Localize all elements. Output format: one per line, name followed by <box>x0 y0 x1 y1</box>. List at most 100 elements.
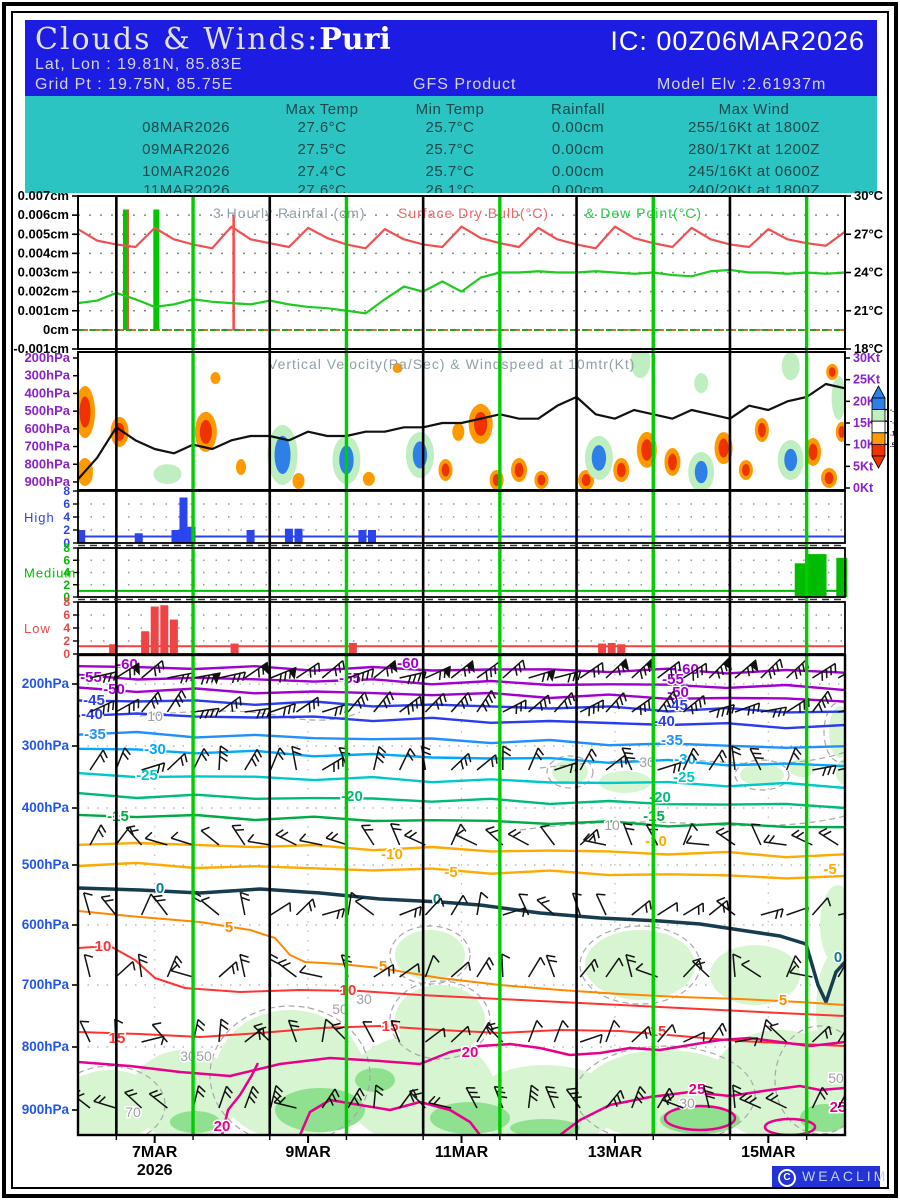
svg-text:200hPa: 200hPa <box>22 676 70 691</box>
initial-condition-label: IC: 00Z06MAR2026 <box>610 26 865 56</box>
svg-text:.5: .5 <box>890 442 896 449</box>
table-header: Max Temp <box>285 101 359 118</box>
winds-panel: 200hPa 300hPa 400hPa 500hPa 600hPa 700hPa 800h… <box>22 655 845 1135</box>
event-bar <box>153 209 160 330</box>
svg-text:0: 0 <box>63 647 70 661</box>
svg-text:900hPa: 900hPa <box>24 474 70 489</box>
table-cell: 27.5°C <box>297 141 347 158</box>
cloud-bar <box>358 530 367 543</box>
cloud-bar <box>598 643 607 654</box>
svg-text:400hPa: 400hPa <box>24 385 70 400</box>
svg-text:-25: -25 <box>136 767 158 784</box>
svg-text:27°C: 27°C <box>854 226 884 241</box>
svg-text:Low: Low <box>24 621 51 636</box>
table-cell: 0.00cm <box>551 182 605 193</box>
cloud-bar <box>77 530 86 543</box>
temp-contour--15 <box>78 813 845 829</box>
svg-text:-60: -60 <box>116 656 138 673</box>
svg-text:800hPa: 800hPa <box>24 456 70 471</box>
event-bar <box>232 215 235 330</box>
svg-text:8: 8 <box>63 541 70 555</box>
svg-text:0.007cm: 0.007cm <box>18 188 69 203</box>
cloud-bar <box>230 643 239 654</box>
cloud-bar <box>294 528 303 543</box>
cloud-bar <box>794 563 806 597</box>
svg-text:-5: -5 <box>444 864 457 881</box>
svg-text:2: 2 <box>63 634 70 648</box>
table-cell: 11MAR2026 <box>143 182 230 193</box>
svg-text:50: 50 <box>828 1070 844 1086</box>
table-header: Max Wind <box>718 101 790 118</box>
rain-temp-panel: 0.007cm 0.006cm 0.005cm 0.004cm 0.003cm 0.002… <box>13 188 883 356</box>
cloud-bar <box>109 644 118 654</box>
svg-text:-40: -40 <box>81 706 103 723</box>
temp-contour--20 <box>78 791 845 810</box>
table-cell: 280/17Kt at 1200Z <box>688 141 820 158</box>
dew-point-curve <box>78 268 845 315</box>
svg-text:-50: -50 <box>103 681 125 698</box>
svg-text:-.1: -.1 <box>890 419 898 426</box>
svg-text:-35: -35 <box>84 726 106 743</box>
svg-text:2026: 2026 <box>137 1162 173 1179</box>
svg-text:25Kt: 25Kt <box>853 373 881 387</box>
table-cell: 09MAR2026 <box>142 141 230 158</box>
cloud-bar <box>805 554 817 597</box>
svg-text:-55: -55 <box>662 671 684 688</box>
svg-text:Surface Dry Bulb(°C): Surface Dry Bulb(°C) <box>398 205 549 221</box>
svg-text:0.002cm: 0.002cm <box>18 284 69 299</box>
svg-text:0Kt: 0Kt <box>853 481 874 495</box>
temp-contour--25 <box>78 771 845 790</box>
svg-text:0.005cm: 0.005cm <box>18 226 69 241</box>
svg-text:600hPa: 600hPa <box>22 917 70 932</box>
location-label: Puri <box>319 22 391 57</box>
svg-text:700hPa: 700hPa <box>24 439 70 454</box>
cloud-bar <box>141 631 150 654</box>
svg-text:-60: -60 <box>397 655 419 672</box>
svg-text:500hPa: 500hPa <box>22 857 70 872</box>
header-title-row: Clouds & Winds:Puri IC: 00Z06MAR2026 <box>35 22 867 58</box>
table-cell: 255/16Kt at 1800Z <box>688 119 820 136</box>
table-cell: 08MAR2026 <box>142 119 230 136</box>
svg-text:6: 6 <box>63 553 70 567</box>
svg-text:400hPa: 400hPa <box>22 800 70 815</box>
svg-text:18°C: 18°C <box>854 341 884 356</box>
svg-text:30°C: 30°C <box>854 188 884 203</box>
svg-text:30Kt: 30Kt <box>853 351 881 365</box>
table-cell: 27.4°C <box>297 163 347 180</box>
temp-contour--10 <box>78 841 845 859</box>
svg-text:High: High <box>24 510 55 525</box>
svg-text:-10: -10 <box>381 846 403 863</box>
svg-text:5Kt: 5Kt <box>853 459 874 473</box>
svg-text:-0.001cm: -0.001cm <box>13 341 69 356</box>
svg-text:4: 4 <box>63 510 70 524</box>
logo-text: WEACLIM <box>802 1168 889 1184</box>
svg-text:15MAR: 15MAR <box>741 1144 796 1161</box>
svg-text:600hPa: 600hPa <box>24 421 70 436</box>
cloud-bar <box>348 642 357 654</box>
cloud-bar <box>179 497 188 543</box>
svg-text:8: 8 <box>63 484 70 498</box>
table-cell: 10MAR2026 <box>142 163 230 180</box>
svg-text:24°C: 24°C <box>854 265 884 280</box>
svg-text:20: 20 <box>214 1118 231 1135</box>
cloud-bar <box>368 530 377 543</box>
svg-text:2: 2 <box>63 578 70 592</box>
table-header: Min Temp <box>415 101 485 118</box>
cloud-bar <box>246 530 255 543</box>
x-axis: 7MAR 9MAR 11MAR 13MAR 15MAR 2026 <box>115 1135 808 1179</box>
cloud-bar <box>134 533 143 543</box>
svg-text:0: 0 <box>63 590 70 604</box>
svg-text:0: 0 <box>156 880 164 897</box>
cloud-bar <box>815 554 827 597</box>
svg-text:6: 6 <box>63 608 70 622</box>
temp-contour-25 <box>559 1084 845 1135</box>
temp-contour--35 <box>78 730 845 749</box>
svg-text:2: 2 <box>63 523 70 537</box>
dry-bulb-curve <box>78 225 845 250</box>
svg-text:0: 0 <box>433 891 441 908</box>
table-cell: 240/20Kt at 1800Z <box>688 182 820 193</box>
weaclim-logo: C WEACLIM <box>772 1166 885 1187</box>
svg-text:& Dew Point(°C): & Dew Point(°C) <box>585 205 702 221</box>
svg-text:-35: -35 <box>661 732 683 749</box>
